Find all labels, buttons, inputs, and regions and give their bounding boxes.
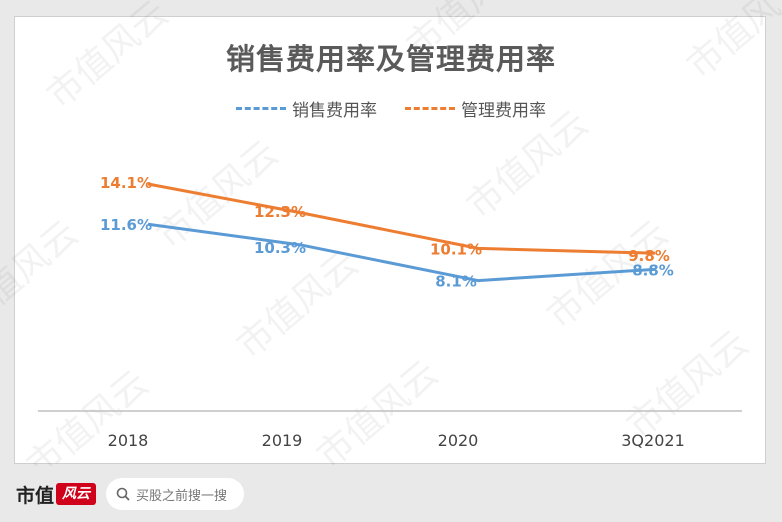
watermark-text: 市值风云: [459, 103, 596, 227]
data-label-sales: 8.8%: [632, 261, 674, 279]
series-layer: [147, 182, 656, 283]
x-tick-labels: 2018 2019 2020 3Q2021: [108, 431, 685, 450]
series-line-admin: [147, 182, 656, 255]
brand-logo: 市值 风云: [16, 481, 97, 508]
x-tick-label: 3Q2021: [621, 431, 685, 450]
chart-legend: 销售费用率 管理费用率: [0, 96, 782, 121]
data-label-admin: 9.8%: [628, 247, 670, 265]
x-tick-label: 2019: [262, 431, 303, 450]
legend-label-sales: 销售费用率: [292, 101, 377, 121]
data-label-sales: 11.6%: [100, 216, 152, 234]
search-placeholder: 买股之前搜一搜: [136, 488, 228, 504]
search-box[interactable]: 买股之前搜一搜: [106, 478, 245, 510]
data-label-sales: 8.1%: [435, 273, 477, 291]
data-label-admin: 14.1%: [100, 174, 152, 192]
watermark-text: 市值风云: [679, 0, 782, 87]
x-tick-label: 2020: [438, 431, 479, 450]
legend-item-sales: 销售费用率: [236, 96, 377, 121]
data-label-admin: 10.1%: [430, 240, 482, 258]
chart-title: 销售费用率及管理费用率: [225, 42, 556, 76]
footer-bar: 市值 风云 买股之前搜一搜: [0, 466, 782, 522]
brand-name: 市值: [16, 484, 55, 507]
data-label-layer: 11.6% 10.3% 8.1% 8.8% 14.1% 12.3% 10.1% 9.8%: [100, 174, 674, 291]
watermark-text: 市值风云: [0, 213, 86, 337]
watermark-text: 市值风云: [39, 0, 176, 117]
legend-label-admin: 管理费用率: [461, 101, 546, 121]
watermark-text: 市值风云: [399, 0, 536, 67]
brand-mark: 风云: [56, 483, 97, 505]
x-tick-label: 2018: [108, 431, 149, 450]
legend-item-admin: 管理费用率: [405, 96, 546, 121]
watermark-text: 市值风云: [309, 353, 446, 466]
watermark-text: 市值风云: [229, 243, 366, 367]
watermark-text: 市值风云: [19, 363, 156, 466]
search-icon: [116, 487, 130, 501]
data-label-sales: 10.3%: [254, 239, 306, 257]
data-label-admin: 12.3%: [254, 203, 306, 221]
chart-card: [14, 16, 766, 464]
legend-swatch-admin: [405, 107, 455, 110]
series-line-sales: [147, 222, 656, 283]
watermark-text: 市值风云: [619, 323, 756, 447]
legend-swatch-sales: [236, 107, 286, 110]
